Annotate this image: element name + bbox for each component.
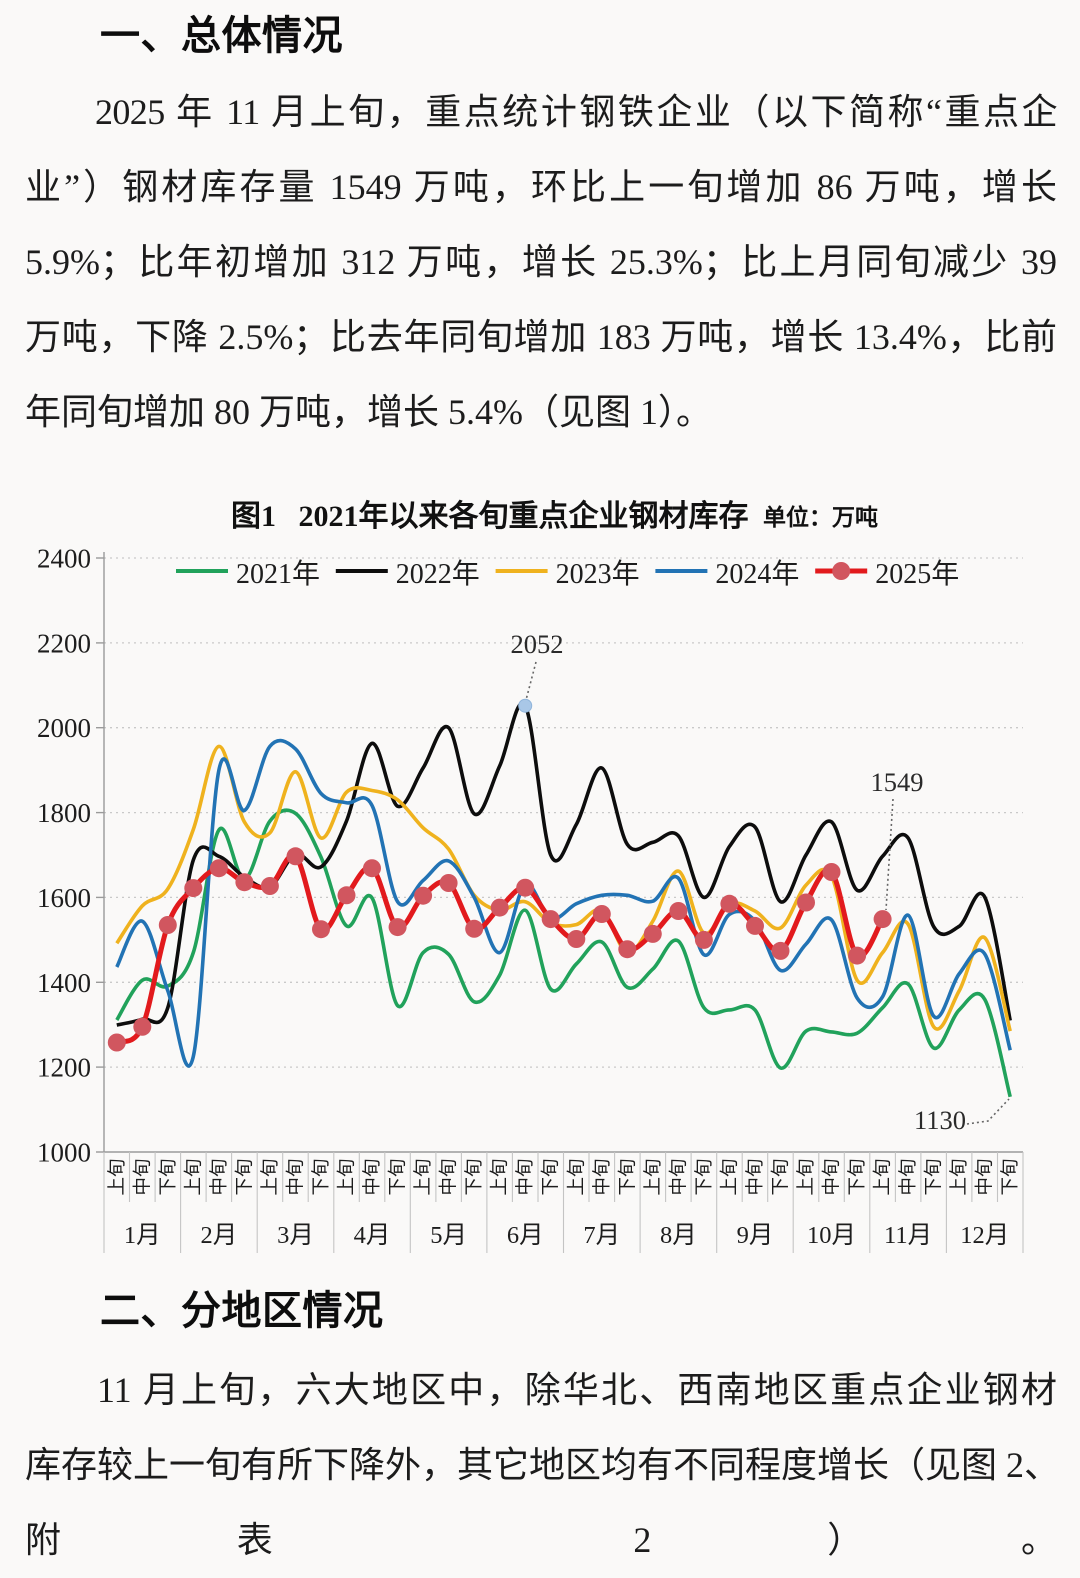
svg-text:6月: 6月 xyxy=(507,1222,544,1249)
svg-text:中旬: 中旬 xyxy=(592,1158,613,1195)
svg-text:1130: 1130 xyxy=(914,1105,966,1135)
svg-text:下旬: 下旬 xyxy=(617,1158,638,1195)
svg-text:中旬: 中旬 xyxy=(286,1158,307,1195)
svg-text:10月: 10月 xyxy=(807,1222,856,1249)
svg-text:中旬: 中旬 xyxy=(439,1158,460,1195)
svg-text:中旬: 中旬 xyxy=(515,1158,536,1195)
svg-text:中旬: 中旬 xyxy=(745,1158,766,1195)
svg-text:下旬: 下旬 xyxy=(464,1158,485,1195)
svg-text:1000: 1000 xyxy=(37,1138,91,1168)
svg-text:上旬: 上旬 xyxy=(107,1158,128,1195)
svg-text:上旬: 上旬 xyxy=(490,1158,511,1195)
svg-text:上旬: 上旬 xyxy=(643,1158,664,1195)
svg-text:1800: 1800 xyxy=(37,798,91,828)
svg-text:7月: 7月 xyxy=(583,1222,620,1249)
svg-text:上旬: 上旬 xyxy=(796,1158,817,1195)
svg-text:中旬: 中旬 xyxy=(668,1158,689,1195)
svg-text:8月: 8月 xyxy=(660,1222,697,1249)
svg-text:2400: 2400 xyxy=(37,544,91,574)
svg-text:下旬: 下旬 xyxy=(541,1158,562,1195)
svg-text:上旬: 上旬 xyxy=(949,1158,970,1195)
svg-text:2052: 2052 xyxy=(511,629,564,659)
svg-text:2025年: 2025年 xyxy=(875,558,959,590)
svg-text:2022年: 2022年 xyxy=(396,558,480,590)
svg-text:中旬: 中旬 xyxy=(132,1158,153,1195)
svg-text:9月: 9月 xyxy=(737,1222,774,1249)
svg-text:上旬: 上旬 xyxy=(183,1158,204,1195)
svg-text:1月: 1月 xyxy=(124,1222,161,1249)
svg-text:下旬: 下旬 xyxy=(234,1158,255,1195)
svg-text:4月: 4月 xyxy=(354,1222,391,1249)
svg-text:上旬: 上旬 xyxy=(337,1158,358,1195)
svg-text:下旬: 下旬 xyxy=(311,1158,332,1195)
svg-text:上旬: 上旬 xyxy=(719,1158,740,1195)
svg-text:5月: 5月 xyxy=(430,1222,467,1249)
svg-text:下旬: 下旬 xyxy=(1000,1158,1021,1195)
svg-text:中旬: 中旬 xyxy=(975,1158,996,1195)
svg-text:上旬: 上旬 xyxy=(873,1158,894,1195)
svg-text:1200: 1200 xyxy=(37,1053,91,1083)
svg-text:1600: 1600 xyxy=(37,883,91,913)
svg-text:3月: 3月 xyxy=(277,1222,314,1249)
svg-text:2000: 2000 xyxy=(37,713,91,743)
svg-text:中旬: 中旬 xyxy=(822,1158,843,1195)
svg-text:2023年: 2023年 xyxy=(556,558,640,590)
svg-text:图1 2021年以来各旬重点企业钢材库存: 图1 2021年以来各旬重点企业钢材库存 xyxy=(231,499,749,533)
svg-text:上旬: 上旬 xyxy=(413,1158,434,1195)
svg-text:2024年: 2024年 xyxy=(715,558,799,590)
svg-text:12月: 12月 xyxy=(960,1222,1009,1249)
svg-text:下旬: 下旬 xyxy=(388,1158,409,1195)
svg-text:中旬: 中旬 xyxy=(209,1158,230,1195)
svg-text:1400: 1400 xyxy=(37,968,91,998)
svg-text:单位：万吨: 单位：万吨 xyxy=(763,504,878,530)
svg-text:中旬: 中旬 xyxy=(362,1158,383,1195)
svg-text:11月: 11月 xyxy=(884,1222,932,1249)
svg-text:下旬: 下旬 xyxy=(158,1158,179,1195)
svg-text:2月: 2月 xyxy=(201,1222,238,1249)
svg-text:下旬: 下旬 xyxy=(771,1158,792,1195)
svg-text:下旬: 下旬 xyxy=(847,1158,868,1195)
svg-text:2200: 2200 xyxy=(37,628,91,658)
svg-text:下旬: 下旬 xyxy=(694,1158,715,1195)
svg-text:上旬: 上旬 xyxy=(566,1158,587,1195)
svg-text:上旬: 上旬 xyxy=(260,1158,281,1195)
svg-text:2021年: 2021年 xyxy=(236,558,320,590)
svg-text:1549: 1549 xyxy=(871,767,924,797)
svg-text:下旬: 下旬 xyxy=(924,1158,945,1195)
svg-text:中旬: 中旬 xyxy=(898,1158,919,1195)
